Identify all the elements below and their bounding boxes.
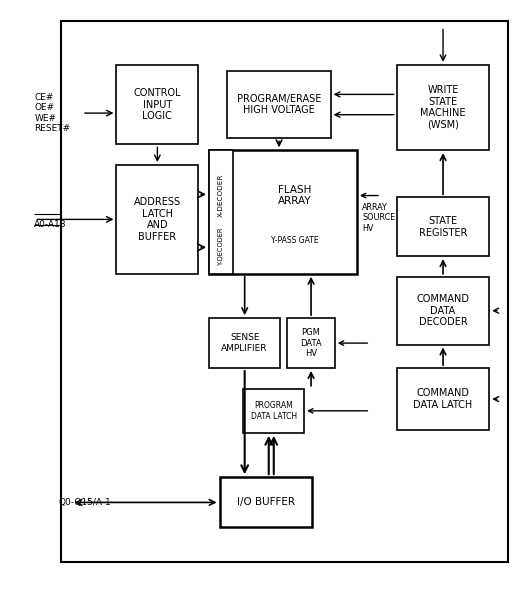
Text: COMMAND
DATA
DECODER: COMMAND DATA DECODER (416, 294, 470, 327)
FancyBboxPatch shape (209, 150, 357, 274)
Text: X-DECODER: X-DECODER (218, 174, 224, 217)
Text: A0-A18: A0-A18 (34, 220, 67, 230)
FancyBboxPatch shape (61, 21, 508, 562)
Text: I/O BUFFER: I/O BUFFER (237, 497, 295, 507)
FancyBboxPatch shape (397, 65, 489, 150)
Text: PROGRAM
DATA LATCH: PROGRAM DATA LATCH (251, 401, 297, 421)
FancyBboxPatch shape (397, 368, 489, 430)
FancyBboxPatch shape (116, 65, 198, 144)
Text: ADDRESS
LATCH
AND
BUFFER: ADDRESS LATCH AND BUFFER (134, 197, 181, 242)
FancyBboxPatch shape (220, 477, 312, 527)
Text: COMMAND
DATA LATCH: COMMAND DATA LATCH (413, 388, 473, 410)
Text: ARRAY
SOURCE
HV: ARRAY SOURCE HV (362, 203, 396, 233)
FancyBboxPatch shape (397, 277, 489, 345)
FancyBboxPatch shape (397, 197, 489, 256)
FancyBboxPatch shape (287, 318, 335, 368)
FancyBboxPatch shape (227, 71, 331, 138)
Text: CE#
OE#
WE#
RESET#: CE# OE# WE# RESET# (34, 93, 70, 133)
FancyBboxPatch shape (116, 165, 198, 274)
Text: Y-DECODER: Y-DECODER (218, 227, 224, 266)
Text: FLASH
ARRAY: FLASH ARRAY (278, 185, 312, 206)
Text: SENSE
AMPLIFIER: SENSE AMPLIFIER (222, 333, 268, 353)
FancyBboxPatch shape (209, 150, 233, 274)
Text: CONTROL
INPUT
LOGIC: CONTROL INPUT LOGIC (133, 88, 181, 121)
Text: Q0-Q15/A-1: Q0-Q15/A-1 (58, 498, 111, 507)
Text: WRITE
STATE
MACHINE
(WSM): WRITE STATE MACHINE (WSM) (420, 85, 466, 130)
Text: STATE
REGISTER: STATE REGISTER (419, 216, 467, 237)
Text: PGM
DATA
HV: PGM DATA HV (300, 328, 322, 358)
Text: Y-PASS GATE: Y-PASS GATE (271, 236, 319, 245)
FancyBboxPatch shape (209, 318, 280, 368)
FancyBboxPatch shape (243, 389, 304, 433)
Text: PROGRAM/ERASE
HIGH VOLTAGE: PROGRAM/ERASE HIGH VOLTAGE (237, 94, 321, 115)
